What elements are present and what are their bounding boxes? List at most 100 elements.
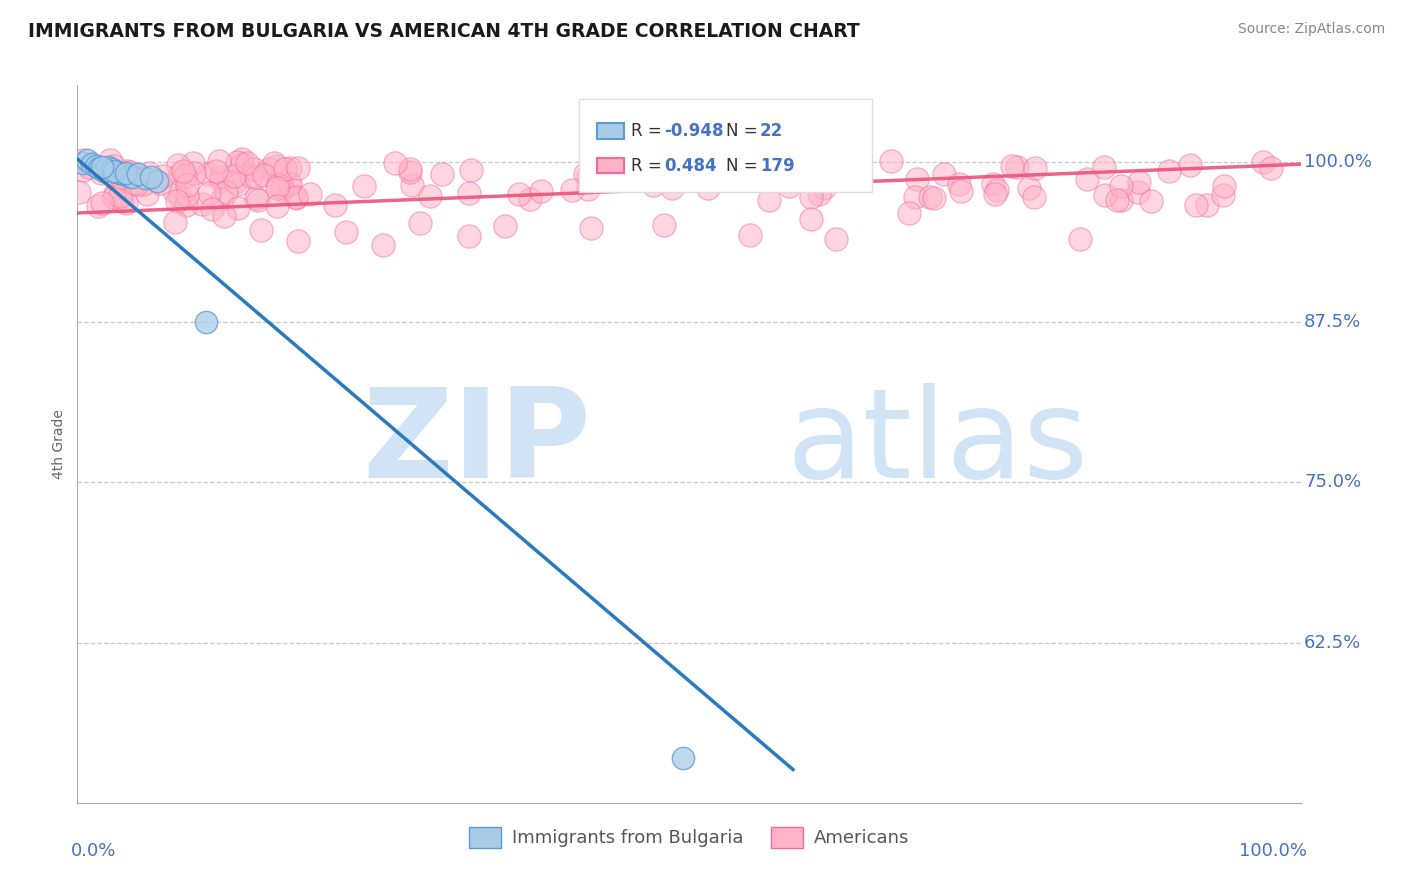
Text: 22: 22 — [759, 122, 783, 140]
Point — [371, 238, 394, 252]
Point — [200, 202, 222, 217]
Point — [948, 177, 970, 191]
Point — [246, 193, 269, 207]
Point — [278, 178, 301, 192]
Point — [105, 173, 128, 187]
Text: 0.0%: 0.0% — [72, 842, 117, 860]
Point — [1139, 194, 1161, 209]
Point — [139, 169, 162, 185]
Point — [981, 177, 1004, 191]
Point — [756, 159, 779, 173]
Point — [1109, 179, 1132, 194]
Point — [90, 166, 112, 180]
Point — [103, 160, 125, 174]
Point — [103, 163, 125, 178]
Point — [984, 186, 1007, 201]
Point — [166, 194, 188, 208]
Point — [209, 173, 232, 187]
Point — [67, 185, 90, 199]
Point — [800, 190, 823, 204]
Point — [267, 178, 290, 192]
Point — [627, 153, 650, 167]
Point — [898, 206, 921, 220]
Point — [118, 169, 141, 183]
Point — [100, 153, 122, 167]
Point — [672, 751, 695, 765]
Bar — [598, 158, 624, 173]
Point — [172, 164, 194, 178]
Point — [194, 315, 217, 329]
Point — [1024, 161, 1046, 175]
Point — [231, 153, 253, 167]
Point — [100, 162, 122, 177]
Point — [274, 161, 297, 176]
Text: N =: N = — [725, 122, 762, 140]
Point — [654, 218, 676, 232]
Point — [813, 181, 835, 195]
Point — [266, 198, 288, 212]
Point — [266, 181, 288, 195]
Point — [112, 168, 135, 182]
Point — [224, 175, 246, 189]
Point — [121, 169, 143, 185]
Point — [242, 162, 264, 177]
Point — [278, 178, 301, 192]
Point — [1212, 188, 1234, 202]
Point — [174, 169, 197, 183]
Point — [114, 195, 136, 210]
Point — [263, 156, 285, 170]
Point — [460, 163, 482, 178]
Text: 75.0%: 75.0% — [1305, 474, 1361, 491]
Point — [905, 172, 928, 186]
Point — [1185, 198, 1208, 212]
Point — [1128, 176, 1150, 190]
Point — [208, 153, 231, 168]
Point — [80, 157, 103, 171]
Point — [641, 178, 664, 193]
Point — [240, 169, 263, 184]
Text: N =: N = — [725, 157, 762, 175]
Point — [259, 161, 281, 176]
Point — [432, 167, 454, 181]
Point — [800, 212, 823, 227]
Point — [1107, 193, 1129, 207]
Point — [270, 180, 292, 194]
Point — [1213, 178, 1236, 193]
Point — [181, 155, 204, 169]
Point — [235, 156, 257, 170]
Point — [245, 170, 267, 185]
Point — [197, 186, 219, 200]
Point — [152, 169, 174, 183]
Text: Source: ZipAtlas.com: Source: ZipAtlas.com — [1237, 22, 1385, 37]
Point — [197, 167, 219, 181]
Point — [127, 168, 149, 182]
Point — [97, 160, 120, 174]
Point — [271, 183, 294, 197]
Point — [1260, 161, 1282, 175]
Point — [508, 187, 530, 202]
Point — [103, 190, 125, 204]
Point — [165, 215, 187, 229]
Point — [574, 168, 596, 182]
Point — [636, 159, 658, 173]
Point — [285, 192, 308, 206]
Point — [89, 161, 111, 175]
Point — [209, 170, 232, 185]
Point — [1018, 181, 1040, 195]
Point — [108, 188, 131, 202]
Text: atlas: atlas — [787, 384, 1088, 504]
Point — [90, 160, 112, 174]
Point — [132, 177, 155, 191]
Point — [231, 157, 253, 171]
Point — [176, 188, 198, 202]
Point — [108, 166, 131, 180]
Point — [298, 187, 321, 202]
Legend: Immigrants from Bulgaria, Americans: Immigrants from Bulgaria, Americans — [461, 820, 917, 855]
Point — [136, 186, 159, 201]
Point — [183, 166, 205, 180]
Point — [384, 156, 406, 170]
Point — [323, 198, 346, 212]
Point — [529, 185, 551, 199]
Point — [134, 171, 156, 186]
Point — [169, 167, 191, 181]
